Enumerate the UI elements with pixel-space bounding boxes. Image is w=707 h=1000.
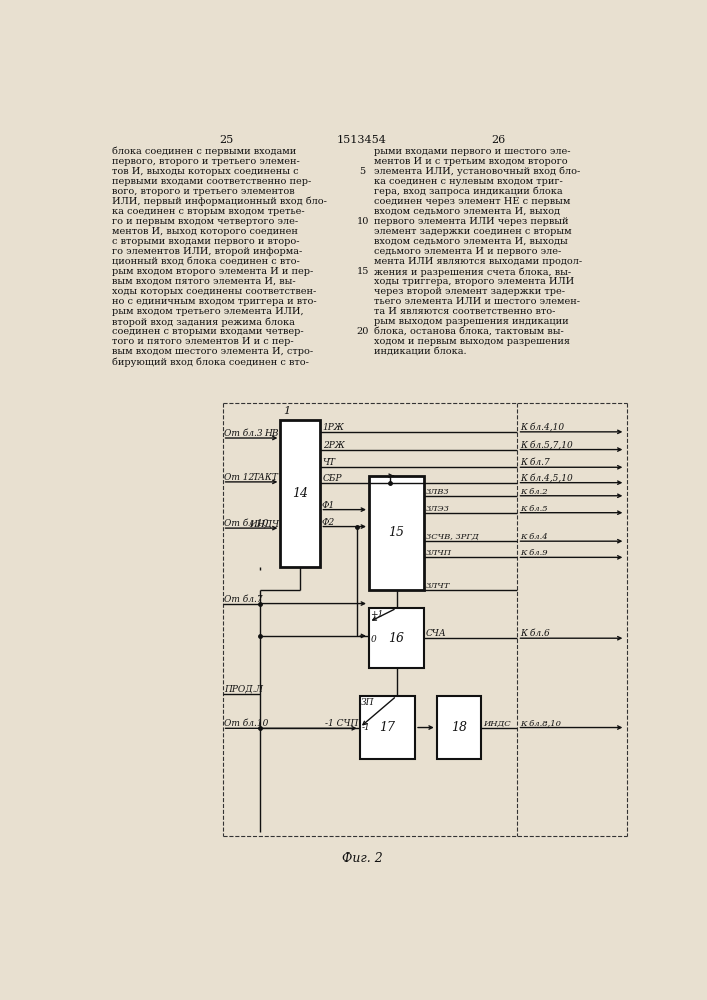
- Text: К бл.9: К бл.9: [520, 549, 547, 557]
- Text: От бл.3: От бл.3: [224, 429, 263, 438]
- Text: рыми входами первого и шестого эле-: рыми входами первого и шестого эле-: [373, 147, 570, 156]
- Text: первого элемента ИЛИ через первый: первого элемента ИЛИ через первый: [373, 217, 568, 226]
- Text: соединен через элемент НЕ с первым: соединен через элемент НЕ с первым: [373, 197, 570, 206]
- Text: вого, второго и третьего элементов: вого, второго и третьего элементов: [112, 187, 294, 196]
- Bar: [360, 696, 415, 759]
- Text: ЗЛВЗ: ЗЛВЗ: [426, 488, 450, 496]
- Text: К бл.5: К бл.5: [520, 505, 547, 513]
- Text: ментов И и с третьим входом второго: ментов И и с третьим входом второго: [373, 157, 567, 166]
- Text: 20: 20: [356, 327, 369, 336]
- Text: элемент задержки соединен с вторым: элемент задержки соединен с вторым: [373, 227, 571, 236]
- Text: индикации блока.: индикации блока.: [373, 347, 466, 356]
- Text: ИНДС: ИНДС: [483, 720, 510, 728]
- Text: го элементов ИЛИ, второй информа-: го элементов ИЛИ, второй информа-: [112, 247, 302, 256]
- Text: ПРОД.Л: ПРОД.Л: [224, 685, 263, 694]
- Text: та И являются соответственно вто-: та И являются соответственно вто-: [373, 307, 555, 316]
- Text: ка соединен с вторым входом третье-: ка соединен с вторым входом третье-: [112, 207, 304, 216]
- Text: К бл.2: К бл.2: [520, 488, 547, 496]
- Text: рым входом третьего элемента ИЛИ,: рым входом третьего элемента ИЛИ,: [112, 307, 303, 316]
- Text: 5: 5: [360, 167, 366, 176]
- Text: К бл.8,10: К бл.8,10: [520, 720, 561, 728]
- Text: От бл.7: От бл.7: [224, 595, 263, 604]
- Text: 1513454: 1513454: [337, 135, 387, 145]
- Text: гера, вход запроса индикации блока: гера, вход запроса индикации блока: [373, 187, 562, 196]
- Text: От бл.10: От бл.10: [224, 519, 269, 528]
- Text: От бл.10: От бл.10: [224, 719, 269, 728]
- Text: входом седьмого элемента И, выходы: входом седьмого элемента И, выходы: [373, 237, 567, 246]
- Text: ИЛИ, первый информационный вход бло-: ИЛИ, первый информационный вход бло-: [112, 197, 327, 207]
- Text: ходы которых соединены соответствен-: ходы которых соединены соответствен-: [112, 287, 316, 296]
- Text: го и первым входом четвертого эле-: го и первым входом четвертого эле-: [112, 217, 298, 226]
- Bar: [369, 608, 424, 668]
- Text: через второй элемент задержки тре-: через второй элемент задержки тре-: [373, 287, 564, 296]
- Text: НВ: НВ: [264, 429, 279, 438]
- Text: ционный вход блока соединен с вто-: ционный вход блока соединен с вто-: [112, 257, 300, 266]
- Text: 26: 26: [491, 135, 506, 145]
- Text: 25: 25: [219, 135, 233, 145]
- Text: ЗЛЧТ: ЗЛЧТ: [426, 582, 450, 590]
- Text: ЗСЧВ, ЗРГД: ЗСЧВ, ЗРГД: [426, 533, 479, 541]
- Text: 0: 0: [370, 635, 376, 644]
- Text: ЗЛЭЗ: ЗЛЭЗ: [426, 505, 450, 513]
- Bar: [281, 420, 320, 567]
- Text: 18: 18: [451, 721, 467, 734]
- Text: блока соединен с первыми входами: блока соединен с первыми входами: [112, 147, 296, 156]
- Bar: [437, 696, 481, 759]
- Text: первыми входами соответственно пер-: первыми входами соответственно пер-: [112, 177, 311, 186]
- Text: соединен с вторыми входами четвер-: соединен с вторыми входами четвер-: [112, 327, 303, 336]
- Text: вым входом пятого элемента И, вы-: вым входом пятого элемента И, вы-: [112, 277, 296, 286]
- Text: ка соединен с нулевым входом триг-: ка соединен с нулевым входом триг-: [373, 177, 562, 186]
- Text: +1: +1: [370, 610, 384, 619]
- Text: -1: -1: [361, 723, 370, 732]
- Text: 15: 15: [389, 526, 404, 539]
- Text: входом седьмого элемента И, выход: входом седьмого элемента И, выход: [373, 207, 559, 216]
- Text: К бл.4,5,10: К бл.4,5,10: [520, 474, 573, 483]
- Text: ходы триггера, второго элемента ИЛИ: ходы триггера, второго элемента ИЛИ: [373, 277, 574, 286]
- Text: жения и разрешения счета блока, вы-: жения и разрешения счета блока, вы-: [373, 267, 571, 277]
- Text: мента ИЛИ являются выходами продол-: мента ИЛИ являются выходами продол-: [373, 257, 582, 266]
- Text: ТАКТ: ТАКТ: [253, 473, 279, 482]
- Text: ЧТ: ЧТ: [322, 458, 336, 467]
- Text: К бл.7: К бл.7: [520, 458, 549, 467]
- Text: тов И, выходы которых соединены с: тов И, выходы которых соединены с: [112, 167, 298, 176]
- Text: 14: 14: [293, 487, 308, 500]
- Text: рым выходом разрешения индикации: рым выходом разрешения индикации: [373, 317, 568, 326]
- Text: но с единичным входом триггера и вто-: но с единичным входом триггера и вто-: [112, 297, 316, 306]
- Text: ИНДЧ: ИНДЧ: [249, 519, 279, 528]
- Text: тьего элемента ИЛИ и шестого элемен-: тьего элемента ИЛИ и шестого элемен-: [373, 297, 580, 306]
- Text: К бл.6: К бл.6: [520, 629, 549, 638]
- Text: второй вход задания режима блока: второй вход задания режима блока: [112, 317, 295, 327]
- Text: Ф1: Ф1: [322, 501, 335, 510]
- Text: элемента ИЛИ, установочный вход бло-: элемента ИЛИ, установочный вход бло-: [373, 167, 580, 176]
- Text: с вторыми входами первого и второ-: с вторыми входами первого и второ-: [112, 237, 299, 246]
- Text: К бл.5,7,10: К бл.5,7,10: [520, 441, 573, 450]
- Text: ЗЛЧП: ЗЛЧП: [426, 549, 452, 557]
- Text: бирующий вход блока соединен с вто-: бирующий вход блока соединен с вто-: [112, 357, 308, 367]
- Text: 2РЖ: 2РЖ: [322, 441, 344, 450]
- Text: рым входом второго элемента И и пер-: рым входом второго элемента И и пер-: [112, 267, 313, 276]
- Text: ходом и первым выходом разрешения: ходом и первым выходом разрешения: [373, 337, 570, 346]
- Text: 1РЖ: 1РЖ: [322, 423, 344, 432]
- Text: Ф2: Ф2: [322, 518, 335, 527]
- Bar: [369, 476, 424, 590]
- Text: ЗП: ЗП: [361, 698, 375, 707]
- Text: К бл.4,10: К бл.4,10: [520, 423, 564, 432]
- Text: 16: 16: [389, 632, 404, 645]
- Text: Фиг. 2: Фиг. 2: [342, 852, 382, 864]
- Text: СБР: СБР: [322, 474, 342, 483]
- Text: седьмого элемента И и первого эле-: седьмого элемента И и первого эле-: [373, 247, 561, 256]
- Text: того и пятого элементов И и с пер-: того и пятого элементов И и с пер-: [112, 337, 293, 346]
- Text: 17: 17: [380, 721, 395, 734]
- Text: вым входом шестого элемента И, стро-: вым входом шестого элемента И, стро-: [112, 347, 312, 356]
- Text: ментов И, выход которого соединен: ментов И, выход которого соединен: [112, 227, 298, 236]
- Text: 15: 15: [356, 267, 369, 276]
- Text: 1: 1: [283, 406, 290, 416]
- Text: К бл.4: К бл.4: [520, 533, 547, 541]
- Text: блока, останова блока, тактовым вы-: блока, останова блока, тактовым вы-: [373, 327, 563, 336]
- Text: 10: 10: [356, 217, 369, 226]
- Text: первого, второго и третьего элемен-: первого, второго и третьего элемен-: [112, 157, 300, 166]
- Text: От 12: От 12: [224, 473, 255, 482]
- Text: СЧА: СЧА: [426, 629, 447, 638]
- Text: -1 СЧП: -1 СЧП: [325, 719, 358, 728]
